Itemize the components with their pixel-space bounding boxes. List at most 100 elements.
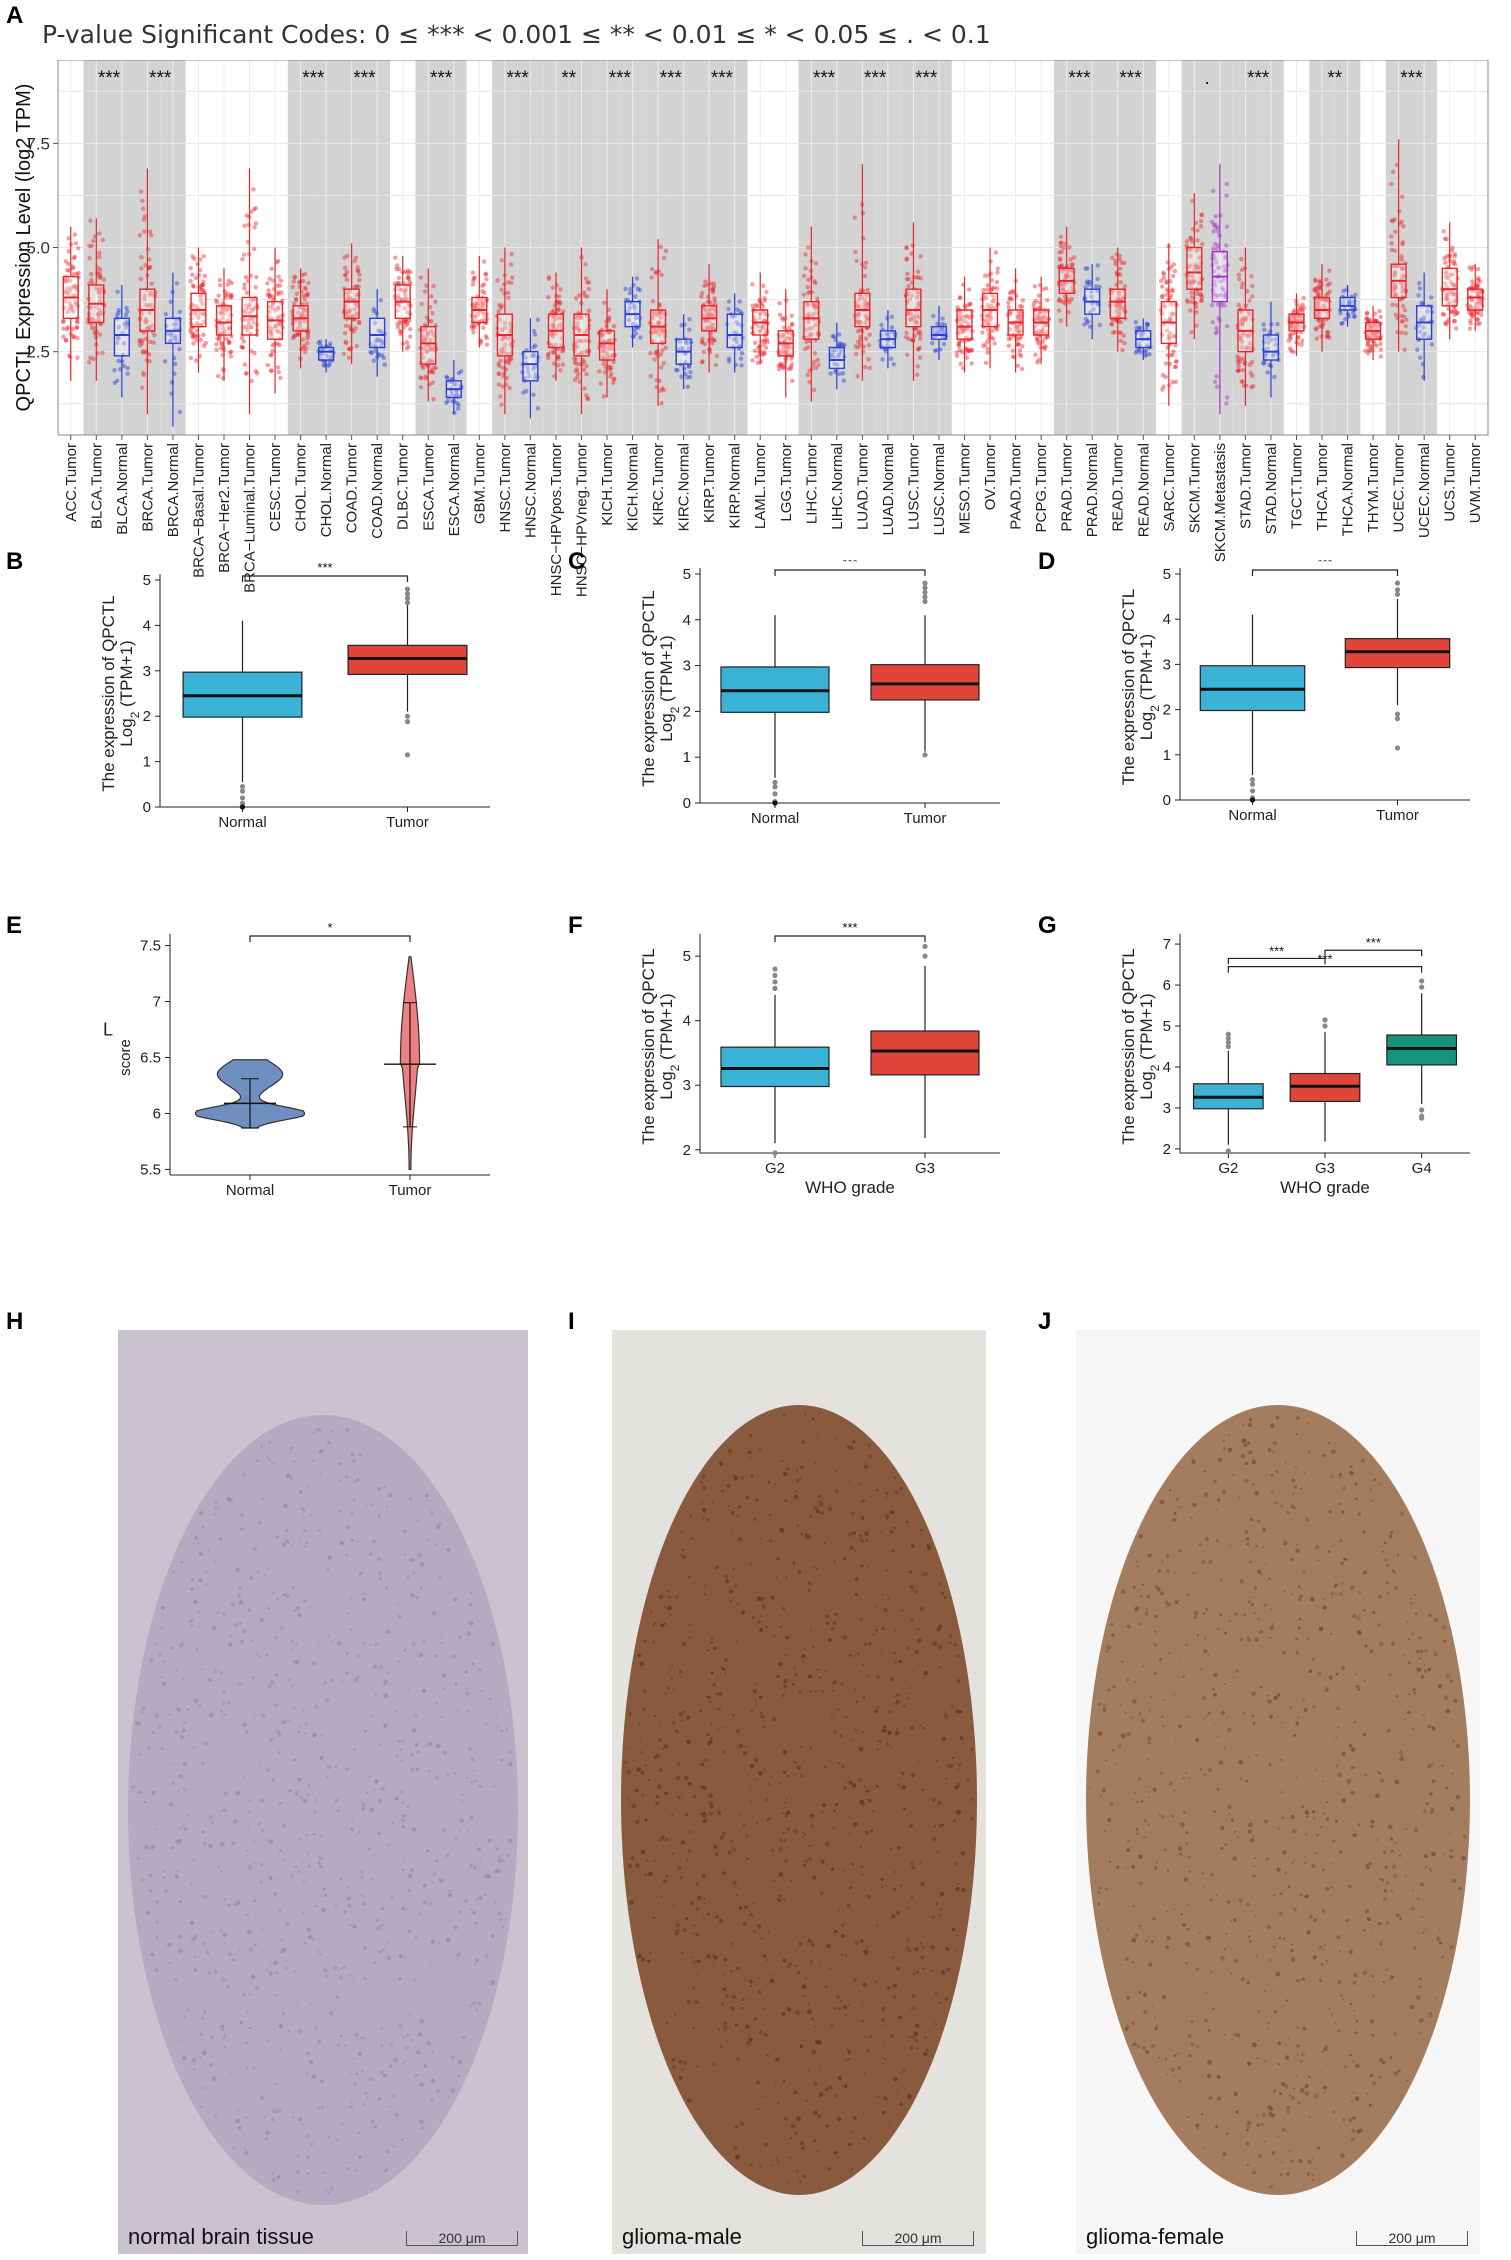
data-point bbox=[659, 272, 664, 278]
tissue-speck bbox=[351, 1977, 354, 1981]
tissue-speck bbox=[369, 1807, 374, 1813]
tissue-speck bbox=[319, 1755, 324, 1761]
box bbox=[420, 325, 437, 365]
data-point bbox=[65, 268, 70, 273]
tissue-speck bbox=[246, 1849, 249, 1852]
tissue-speck bbox=[237, 1681, 242, 1686]
data-point bbox=[344, 311, 349, 317]
tissue-speck bbox=[254, 1713, 257, 1716]
data-point bbox=[96, 312, 102, 318]
data-point bbox=[1045, 298, 1050, 303]
tissue-speck bbox=[214, 1500, 219, 1505]
data-point bbox=[648, 373, 653, 379]
data-point bbox=[456, 402, 461, 408]
data-point bbox=[1378, 314, 1383, 320]
tissue-speck bbox=[368, 1775, 372, 1779]
tissue-speck bbox=[383, 1693, 389, 1699]
tissue-speck bbox=[385, 1629, 390, 1634]
data-point bbox=[223, 306, 229, 311]
data-point bbox=[71, 334, 76, 340]
data-point bbox=[1239, 267, 1245, 273]
tissue-speck bbox=[327, 2191, 331, 2195]
data-point bbox=[174, 338, 179, 343]
sig-label: *** bbox=[1119, 68, 1142, 89]
data-point bbox=[1173, 364, 1179, 369]
tissue-speck bbox=[274, 1635, 278, 1640]
tissue-speck bbox=[291, 1586, 295, 1589]
sig-label: *** bbox=[1269, 943, 1284, 958]
tissue-speck bbox=[327, 1555, 332, 1560]
data-point bbox=[379, 339, 385, 345]
data-point bbox=[1236, 276, 1242, 282]
data-point bbox=[854, 258, 859, 264]
tissue-speck bbox=[410, 1753, 414, 1757]
x-tick-label: LGG.Tumor bbox=[778, 443, 795, 522]
data-point bbox=[499, 303, 504, 308]
data-point bbox=[866, 357, 871, 362]
data-point bbox=[147, 310, 152, 316]
data-point bbox=[243, 371, 249, 376]
tissue-speck bbox=[211, 1821, 214, 1825]
tissue-speck bbox=[431, 1881, 434, 1884]
data-point bbox=[419, 375, 424, 381]
outlier-point bbox=[1394, 711, 1401, 717]
tissue-speck bbox=[239, 2020, 244, 2025]
data-point bbox=[1195, 228, 1200, 233]
sig-bracket bbox=[1227, 966, 1423, 973]
tissue-speck bbox=[221, 1976, 226, 1982]
sig-label: . bbox=[1204, 68, 1209, 89]
data-point bbox=[812, 359, 817, 364]
tissue-speck bbox=[388, 1493, 393, 1498]
tissue-speck bbox=[147, 1746, 151, 1750]
data-point bbox=[151, 340, 156, 345]
x-tick-label: Tumor bbox=[389, 1182, 432, 1199]
data-point bbox=[418, 385, 424, 390]
data-point bbox=[1137, 325, 1143, 331]
data-point bbox=[222, 329, 228, 334]
tissue-speck bbox=[219, 1842, 225, 1847]
data-point bbox=[144, 318, 149, 323]
tissue-speck bbox=[318, 1644, 321, 1646]
data-point bbox=[1417, 281, 1422, 286]
x-axis-title: WHO grade bbox=[1280, 1178, 1370, 1197]
x-tick-label: TGCT.Tumor bbox=[1288, 443, 1305, 529]
data-point bbox=[193, 312, 198, 317]
tissue-speck bbox=[201, 2016, 205, 2020]
data-point bbox=[188, 355, 194, 361]
x-tick-label: BLCA.Normal bbox=[114, 443, 131, 535]
y-tick-label: 2 bbox=[683, 703, 691, 720]
data-point bbox=[229, 280, 234, 286]
data-point bbox=[510, 275, 515, 280]
data-point bbox=[352, 307, 357, 312]
data-point bbox=[813, 280, 818, 286]
x-tick-label: PRAD.Tumor bbox=[1059, 443, 1076, 532]
tissue-speck bbox=[327, 1634, 330, 1637]
box-Tumor bbox=[1344, 580, 1451, 751]
data-point bbox=[246, 222, 251, 228]
data-point bbox=[145, 246, 151, 252]
data-point bbox=[201, 332, 206, 337]
data-point bbox=[357, 320, 362, 326]
data-point bbox=[1389, 181, 1394, 187]
box bbox=[1467, 288, 1484, 311]
tissue-speck bbox=[186, 1708, 190, 1711]
data-point bbox=[137, 337, 142, 343]
data-point bbox=[97, 287, 102, 292]
tissue-speck bbox=[290, 1683, 295, 1688]
tissue-speck bbox=[361, 1807, 365, 1811]
tissue-speck bbox=[308, 2059, 314, 2065]
data-point bbox=[95, 312, 101, 317]
tissue-speck bbox=[421, 1639, 426, 1644]
data-point bbox=[1418, 355, 1423, 360]
data-point bbox=[242, 362, 248, 367]
data-point bbox=[149, 302, 154, 308]
outlier-point bbox=[922, 585, 928, 591]
y-axis-title-tail: (TPM+1) bbox=[1137, 993, 1156, 1064]
data-point bbox=[475, 312, 481, 317]
data-point bbox=[1010, 354, 1016, 359]
tissue-speck bbox=[458, 1829, 461, 1832]
tissue-speck bbox=[368, 1552, 373, 1557]
data-point bbox=[295, 331, 301, 336]
data-point bbox=[244, 306, 249, 312]
tissue-speck bbox=[440, 1641, 443, 1645]
